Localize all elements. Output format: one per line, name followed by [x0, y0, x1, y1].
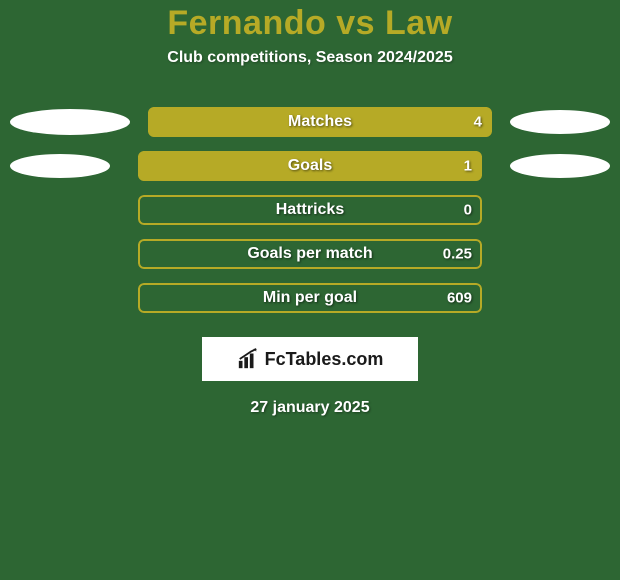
right-ellipse: [510, 110, 610, 134]
stat-bar: Hattricks 0: [138, 195, 482, 225]
subtitle: Club competitions, Season 2024/2025: [0, 49, 620, 67]
left-ellipse: [10, 154, 110, 178]
stat-label: Goals: [138, 157, 482, 175]
left-ellipse: [10, 109, 130, 135]
stat-value: 0: [464, 202, 472, 219]
stat-bar: Goals per match 0.25: [138, 239, 482, 269]
right-ellipse: [510, 154, 610, 178]
barchart-icon: [237, 348, 259, 370]
footer-logo: FcTables.com: [202, 337, 418, 381]
left-placeholder: [10, 241, 130, 267]
stat-bar: Min per goal 609: [138, 283, 482, 313]
stat-label: Matches: [148, 113, 492, 131]
stat-bar: Goals 1: [138, 151, 482, 181]
stat-value: 609: [447, 290, 472, 307]
stat-label: Goals per match: [138, 245, 482, 263]
right-placeholder: [490, 241, 610, 267]
footer-date: 27 january 2025: [0, 399, 620, 417]
infographic-root: Fernando vs Law Club competitions, Seaso…: [0, 0, 620, 580]
stat-value: 4: [474, 114, 482, 131]
stat-label: Min per goal: [138, 289, 482, 307]
right-placeholder: [490, 285, 610, 311]
stat-label: Hattricks: [138, 201, 482, 219]
right-placeholder: [490, 197, 610, 223]
stat-row: Min per goal 609: [10, 283, 610, 313]
stat-value: 0.25: [443, 246, 472, 263]
stats-list: Matches 4 Goals 1 Hattricks 0: [0, 107, 620, 313]
stat-row: Matches 4: [10, 107, 610, 137]
stat-value: 1: [464, 158, 472, 175]
footer-logo-text: FcTables.com: [265, 349, 384, 370]
stat-row: Goals per match 0.25: [10, 239, 610, 269]
left-placeholder: [10, 285, 130, 311]
page-title: Fernando vs Law: [0, 4, 620, 43]
left-placeholder: [10, 197, 130, 223]
stat-bar: Matches 4: [148, 107, 492, 137]
stat-row: Hattricks 0: [10, 195, 610, 225]
stat-row: Goals 1: [10, 151, 610, 181]
